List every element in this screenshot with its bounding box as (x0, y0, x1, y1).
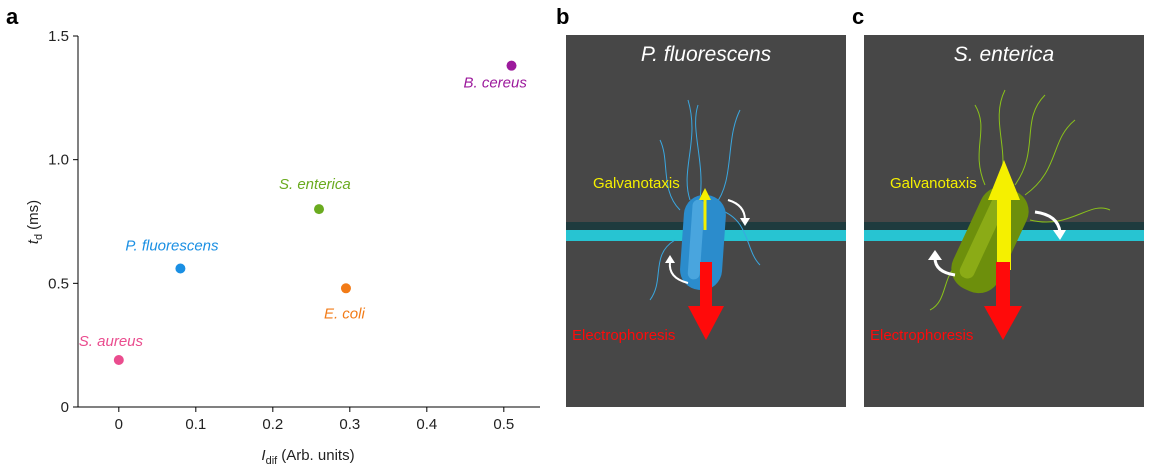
panel-b-image (566, 35, 846, 407)
point (341, 283, 351, 293)
point (314, 204, 324, 214)
y-tick-label: 1.0 (48, 152, 69, 169)
point (114, 355, 124, 365)
arrow-label: Galvanotaxis (890, 175, 977, 192)
x-tick-label: 0.1 (185, 416, 206, 433)
point-label: S. enterica (279, 176, 351, 193)
panel-label: c (852, 4, 864, 29)
x-axis-label: Idif(Arb. units) (261, 447, 354, 466)
panel-title: P. fluorescens (641, 43, 772, 66)
point-label: S. aureus (79, 333, 144, 350)
x-tick-label: 0.2 (262, 416, 283, 433)
panel-c-image (864, 35, 1144, 407)
arrow-label: Galvanotaxis (593, 175, 680, 192)
arrow-label: Electrophoresis (572, 327, 675, 344)
point (507, 61, 517, 71)
figure: a Idif(Arb. units) td(ms) b P. fluoresce… (0, 0, 1149, 466)
point-label: E. coli (324, 305, 366, 322)
point (175, 263, 185, 273)
y-tick-label: 0 (61, 399, 69, 416)
point-label: P. fluorescens (125, 237, 219, 254)
x-tick-label: 0 (115, 416, 123, 433)
panel-label: b (556, 4, 569, 29)
x-tick-label: 0.4 (416, 416, 437, 433)
y-tick-label: 0.5 (48, 275, 69, 292)
x-tick-label: 0.5 (493, 416, 514, 433)
y-tick-label: 1.5 (48, 28, 69, 45)
x-tick-label: 0.3 (339, 416, 360, 433)
arrow-label: Electrophoresis (870, 327, 973, 344)
panel-title: S. enterica (954, 43, 1054, 66)
panel-label: a (6, 4, 19, 29)
y-axis-label: td(ms) (25, 200, 45, 244)
point-label: B. cereus (464, 75, 528, 92)
